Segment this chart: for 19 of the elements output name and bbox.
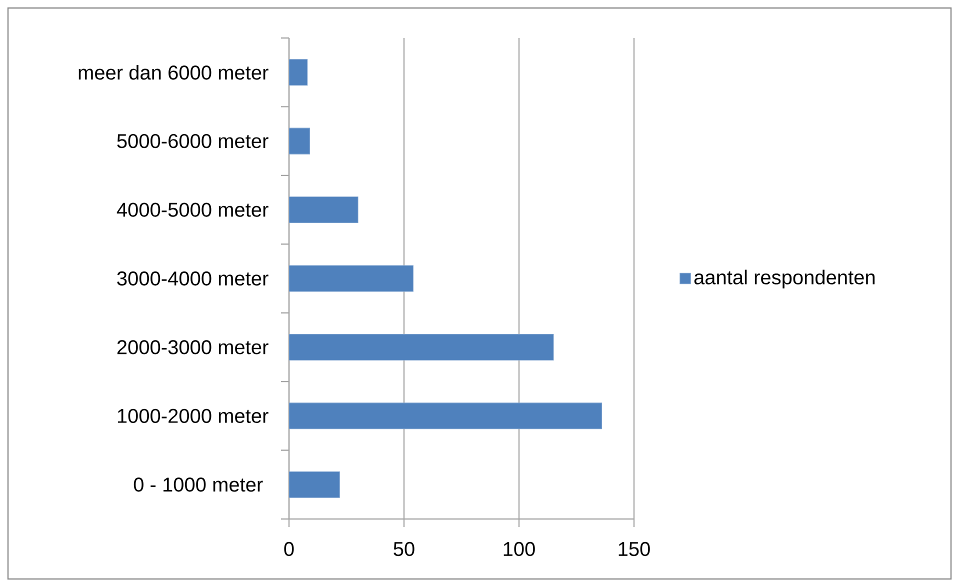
bar bbox=[289, 196, 358, 224]
y-tick-label: 3000-4000 meter bbox=[117, 271, 268, 286]
bar bbox=[289, 59, 308, 86]
y-tick-label: 5000-6000 meter bbox=[117, 134, 268, 148]
x-tick-label: 100 bbox=[504, 542, 535, 556]
legend-label: aantal respondenten bbox=[694, 270, 875, 288]
bar bbox=[289, 402, 602, 430]
y-tick-label: 0 - 1000 meter bbox=[134, 478, 263, 492]
bar bbox=[289, 128, 310, 154]
x-tick-label: 150 bbox=[618, 542, 650, 556]
y-tick-label: 2000-3000 meter bbox=[117, 340, 268, 354]
y-tick-label: 4000-5000 meter bbox=[116, 202, 268, 217]
bar bbox=[289, 265, 414, 292]
bar bbox=[289, 334, 554, 360]
y-tick-label: meer dan 6000 meter bbox=[78, 65, 268, 80]
bar bbox=[289, 471, 340, 498]
y-tick-label: 1000-2000 meter bbox=[118, 408, 268, 423]
x-tick-label: 0 bbox=[284, 542, 294, 556]
x-tick-label: 50 bbox=[394, 542, 414, 556]
